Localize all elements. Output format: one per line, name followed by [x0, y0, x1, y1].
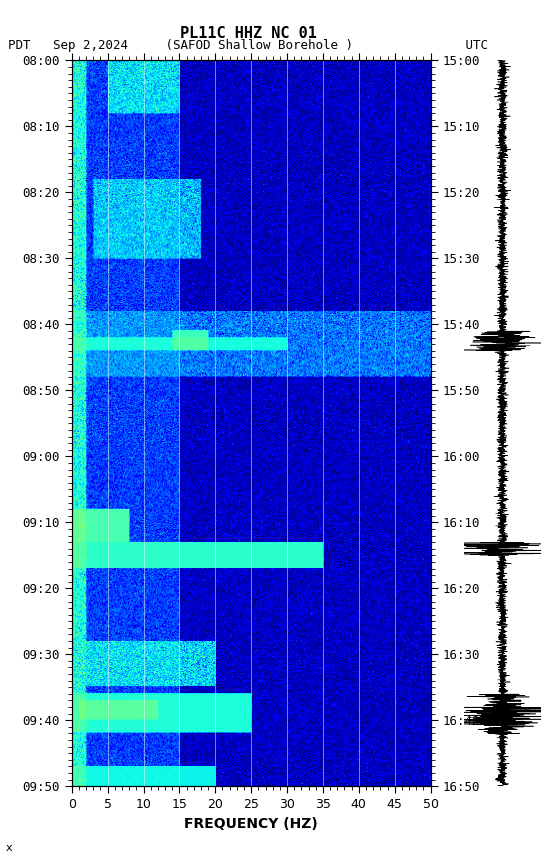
Text: PDT   Sep 2,2024     (SAFOD Shallow Borehole )               UTC: PDT Sep 2,2024 (SAFOD Shallow Borehole )… [8, 39, 489, 52]
Text: x: x [6, 843, 12, 853]
X-axis label: FREQUENCY (HZ): FREQUENCY (HZ) [184, 816, 318, 830]
Text: PL11C HHZ NC 01: PL11C HHZ NC 01 [180, 26, 317, 41]
